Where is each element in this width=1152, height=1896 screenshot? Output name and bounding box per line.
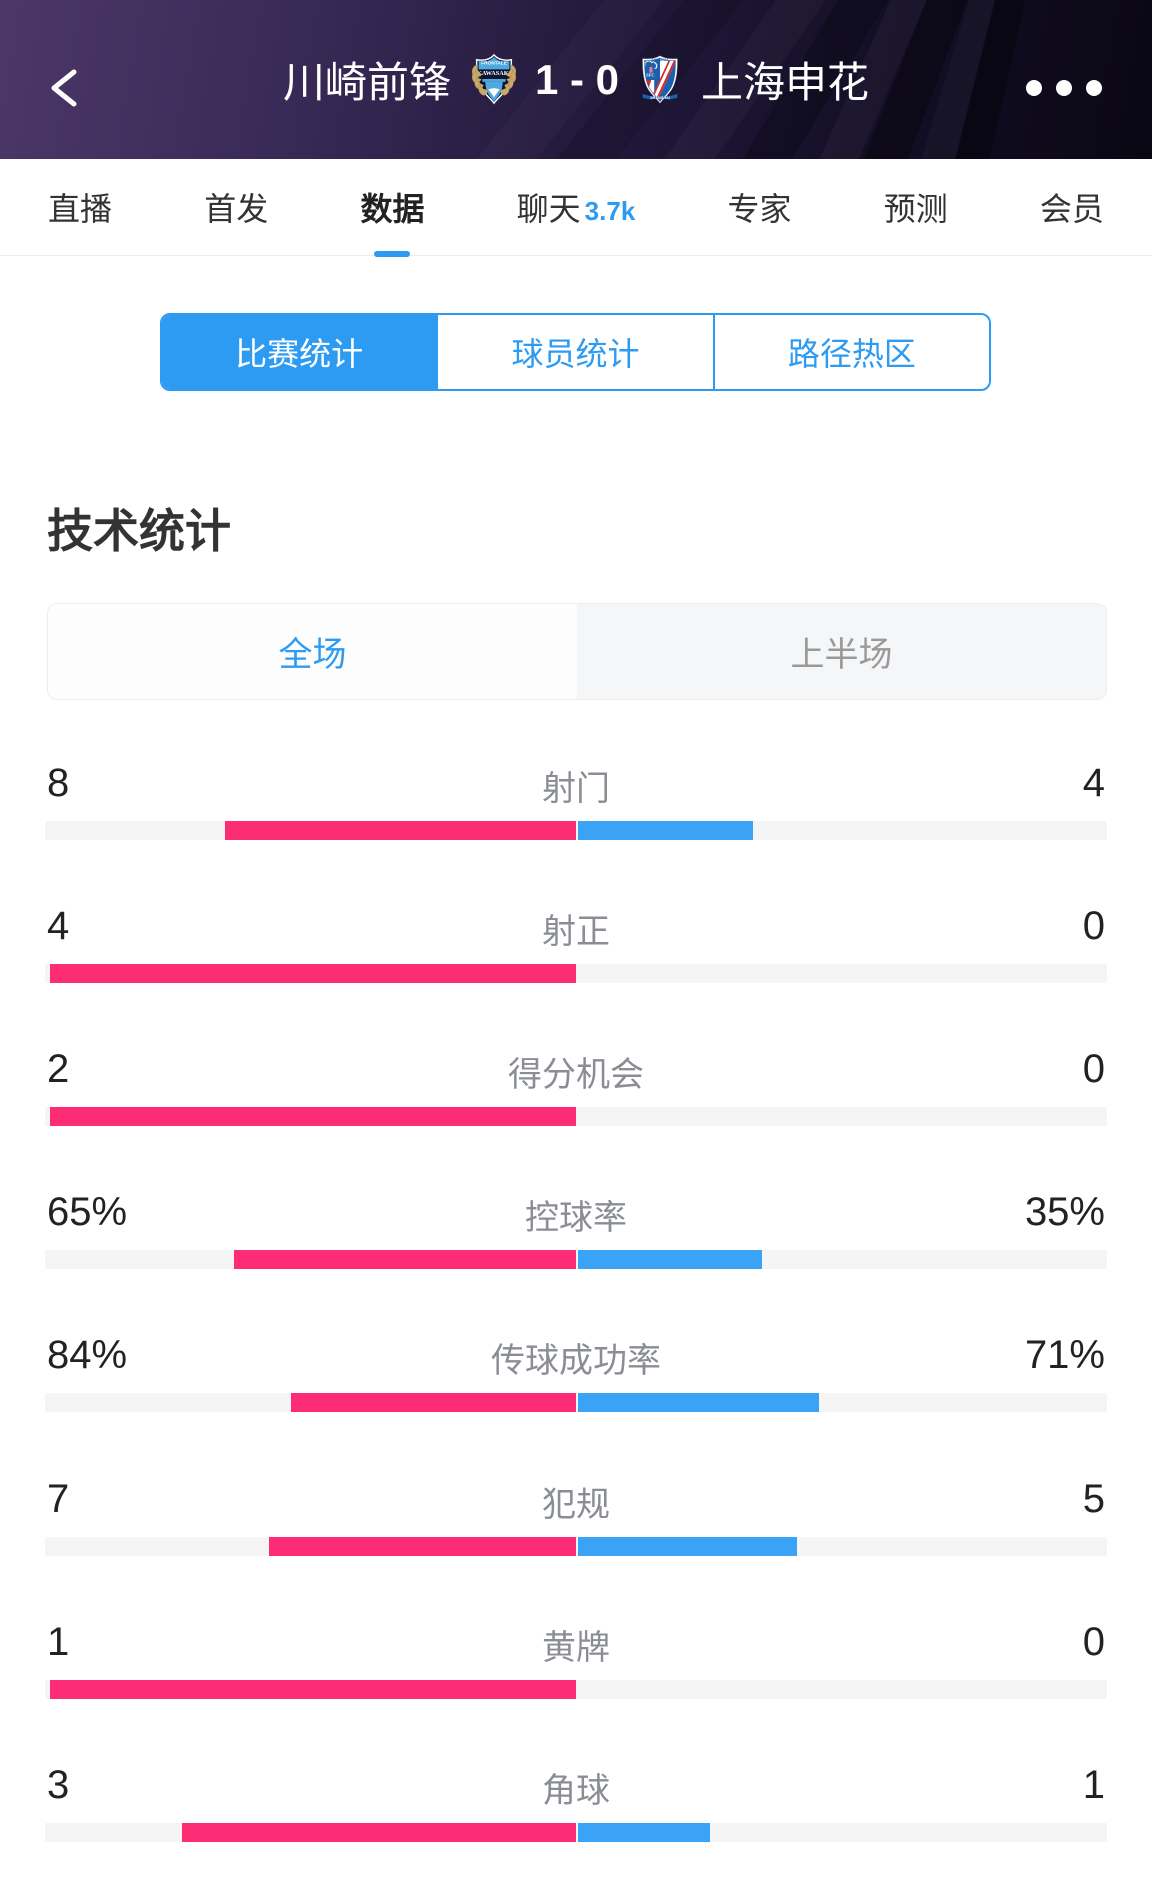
svg-text:FRONTALE: FRONTALE <box>481 60 508 66</box>
svg-text:KAWASAKI: KAWASAKI <box>477 70 512 77</box>
svg-text:SHANGHAI: SHANGHAI <box>650 96 670 100</box>
svg-text:SHENHUA: SHENHUA <box>651 58 669 62</box>
svg-text:SFC: SFC <box>646 72 654 77</box>
